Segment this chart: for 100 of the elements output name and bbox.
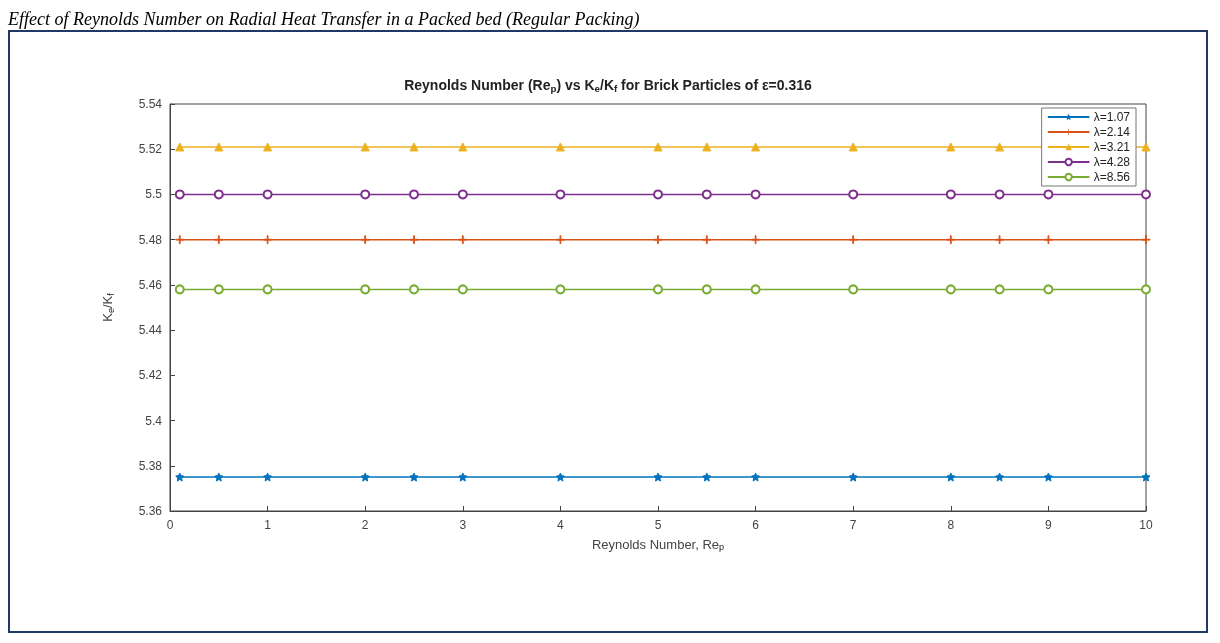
point [263,142,273,152]
point [1141,235,1151,245]
point [1141,142,1151,152]
point [555,142,565,152]
x-tick-label: 8 [947,518,955,532]
y-tick-label: 5.36 [138,504,163,518]
x-tick-label: 9 [1045,518,1053,532]
y-tick-label: 5.48 [138,232,163,247]
legend-label: λ=1.07 [1093,110,1131,124]
point [175,235,185,245]
point [751,142,761,152]
point [409,284,419,295]
point [555,284,566,295]
point [702,235,712,245]
point [653,472,663,482]
point [1043,235,1053,245]
x-tick-label: 7 [849,518,857,532]
point [751,472,761,482]
point [702,472,712,482]
point [848,284,859,295]
point [701,284,712,295]
point [360,235,370,245]
point [174,284,185,295]
point [555,189,566,200]
text: Effect of Reynolds Number on Radial Heat Transfer in a Packed bed (Regular Packing) [8,8,641,30]
point [1043,189,1054,200]
point [946,142,956,152]
x-tick-label: 0 [166,518,174,532]
x-tick-label: 6 [752,518,760,532]
point [653,189,663,200]
y-tick-label: 5.46 [138,277,163,292]
point [946,472,956,482]
point [750,284,761,295]
point [848,189,859,200]
point [214,142,224,152]
point [175,472,185,482]
point [360,142,370,152]
y-tick-label: 5.42 [138,368,163,383]
point [1141,189,1151,200]
point [262,284,273,295]
point [1043,472,1053,482]
point [945,284,956,295]
point [994,284,1005,295]
point [751,235,761,245]
y-tick-label: 5.52 [138,142,163,157]
point [555,472,565,482]
point [945,189,956,200]
legend-label: λ=8.56 [1093,170,1131,184]
point [995,235,1005,245]
y-tick-label: 5.54 [138,97,163,111]
y-tick-label: 5.44 [138,323,163,338]
point [457,284,468,295]
point [175,142,185,152]
x-tick-label: 1 [264,518,272,532]
x-tick-label: 4 [557,518,565,532]
x-tick-label: 3 [459,518,467,532]
legend-label: λ=3.21 [1093,140,1131,154]
x-tick-label: 10 [1139,518,1153,532]
point [1141,472,1151,482]
point [409,472,419,482]
y-tick-label: 5.38 [138,458,163,473]
point [1043,284,1054,295]
point [263,472,273,482]
y-tick-label: 5.4 [145,413,163,428]
point [360,472,370,482]
point [946,235,956,245]
point [702,142,712,152]
point [750,189,761,200]
y-tick-label: 5.5 [145,187,163,202]
point [213,284,224,295]
x-axis-title: Reynolds Number, Rep [591,536,725,553]
point [848,235,858,245]
point [262,189,273,200]
point [848,472,858,482]
point [458,472,468,482]
point [653,142,663,152]
point [995,472,1005,482]
legend-label: λ=4.28 [1093,155,1131,169]
x-tick-label: 5 [654,518,662,532]
point [994,189,1005,200]
legend-label: λ=2.14 [1093,125,1131,139]
point [360,189,371,200]
point [214,472,224,482]
point [409,189,419,200]
point [263,235,273,245]
point [457,189,468,200]
point [409,235,419,245]
point [653,235,663,245]
point [409,142,419,152]
x-tick-label: 2 [361,518,369,532]
point [653,284,663,295]
point [555,235,565,245]
point [848,142,858,152]
point [174,189,185,200]
point [995,142,1005,152]
point [214,235,224,245]
point [458,142,468,152]
point [360,284,371,295]
point [458,235,468,245]
point [701,189,712,200]
